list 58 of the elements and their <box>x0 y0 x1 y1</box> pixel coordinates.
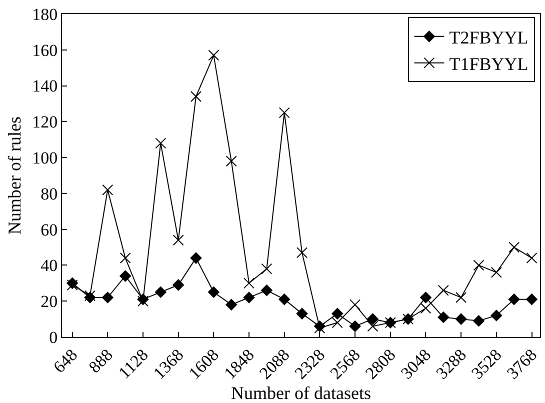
point <box>526 252 538 264</box>
x-tick-label: 888 <box>85 345 116 377</box>
point <box>332 308 344 320</box>
point <box>226 299 238 310</box>
point <box>420 292 432 304</box>
legend-label: T1FBYYL <box>449 54 528 74</box>
point <box>508 294 520 306</box>
point <box>102 184 114 196</box>
point <box>226 156 237 167</box>
x-tick-label: 648 <box>50 345 82 377</box>
y-tick-label: 160 <box>32 40 58 60</box>
point <box>243 292 255 304</box>
y-tick-label: 180 <box>32 4 58 24</box>
point <box>490 266 502 278</box>
point <box>332 317 343 328</box>
point <box>172 234 184 246</box>
point <box>367 313 378 325</box>
y-tick-label: 80 <box>40 184 58 204</box>
point <box>438 312 450 323</box>
y-tick-label: 40 <box>40 256 58 276</box>
point <box>190 252 202 264</box>
point <box>455 313 467 325</box>
point <box>508 242 520 253</box>
point <box>120 252 131 264</box>
point <box>208 286 220 298</box>
point <box>350 299 361 310</box>
point <box>208 50 220 61</box>
point <box>296 247 308 258</box>
y-axis-title: Number of rules <box>4 116 24 234</box>
point <box>438 284 449 296</box>
point <box>102 292 114 304</box>
point <box>367 320 378 332</box>
point <box>526 294 538 306</box>
y-tick-label: 20 <box>40 292 58 312</box>
point <box>420 302 432 314</box>
point <box>154 286 166 298</box>
point <box>278 107 290 118</box>
y-tick-label: 140 <box>32 76 58 96</box>
point <box>260 284 272 296</box>
y-tick-label: 60 <box>40 220 58 240</box>
point <box>155 138 166 149</box>
point <box>490 310 502 322</box>
point <box>244 278 255 289</box>
point <box>120 270 132 282</box>
point <box>296 308 308 320</box>
point <box>473 315 484 327</box>
x-axis-title: Number of datasets <box>231 382 371 403</box>
y-tick-label: 0 <box>49 328 58 347</box>
point <box>456 292 467 304</box>
y-tick-label: 120 <box>32 112 58 132</box>
point <box>261 263 272 274</box>
point <box>172 279 184 291</box>
y-tick-label: 100 <box>32 148 58 168</box>
legend-label: T2FBYYL <box>449 27 528 48</box>
point <box>278 294 290 306</box>
point <box>473 260 484 271</box>
point <box>190 91 202 102</box>
point <box>349 320 361 332</box>
